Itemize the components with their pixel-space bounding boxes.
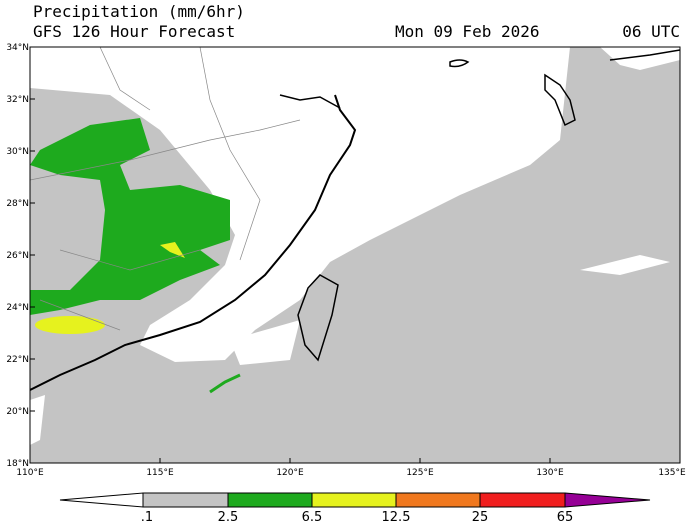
lat-label: 32°N xyxy=(6,95,29,105)
lat-label: 20°N xyxy=(6,407,29,417)
lon-label: 110°E xyxy=(16,468,44,478)
lon-label: 115°E xyxy=(146,468,174,478)
colorbar-label: 12.5 xyxy=(382,510,411,525)
lat-label: 22°N xyxy=(6,355,29,365)
colorbar-label: 6.5 xyxy=(302,510,323,525)
lon-label: 125°E xyxy=(406,468,434,478)
lat-label: 28°N xyxy=(6,199,29,209)
colorbar-label: 2.5 xyxy=(218,510,239,525)
lon-label: 120°E xyxy=(276,468,304,478)
date: Mon 09 Feb 2026 xyxy=(395,22,540,41)
lat-label: 26°N xyxy=(6,251,29,261)
colorbar-labels: .1 2.5 6.5 12.5 25 65 xyxy=(141,510,573,525)
lat-label: 18°N xyxy=(6,459,29,469)
colorbar-label: 25 xyxy=(472,510,489,525)
colorbar-label: 65 xyxy=(557,510,574,525)
colorbar-label: .1 xyxy=(141,510,153,525)
axis-ticks: 34°N 32°N 30°N 28°N 26°N 24°N 22°N 20°N 18°N110°… xyxy=(6,43,686,478)
lat-label: 24°N xyxy=(6,303,29,313)
title: Precipitation (mm/6hr) xyxy=(33,2,245,21)
subtitle: GFS 126 Hour Forecast xyxy=(33,22,235,41)
map xyxy=(30,47,680,463)
lon-label: 135°E xyxy=(658,468,686,478)
colorbar xyxy=(59,492,651,508)
lon-label: 130°E xyxy=(536,468,564,478)
lat-label: 30°N xyxy=(6,147,29,157)
time: 06 UTC xyxy=(622,22,680,41)
lat-label: 34°N xyxy=(6,43,29,53)
